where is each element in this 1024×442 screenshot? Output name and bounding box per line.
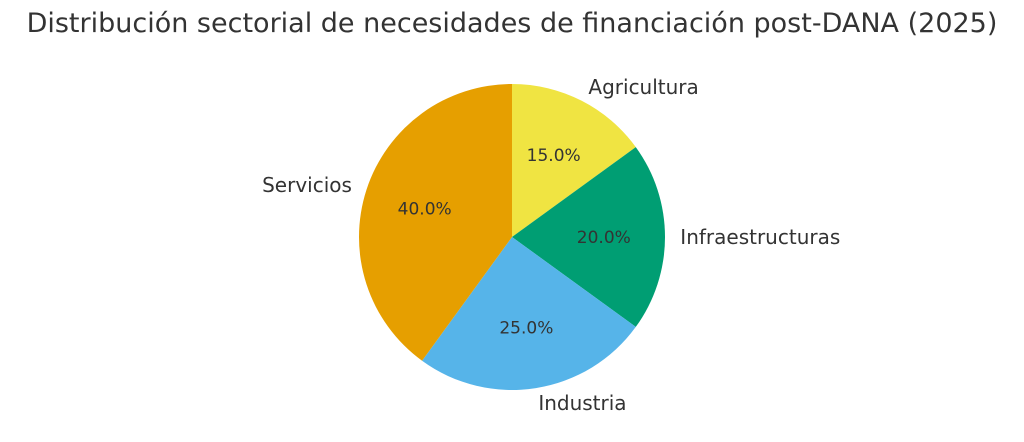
slice-value-label: 15.0% <box>527 146 581 166</box>
slice-label: Servicios <box>262 173 352 197</box>
pie-slice-infraestructuras <box>512 147 665 327</box>
slice-label: Infraestructuras <box>680 225 840 249</box>
chart-title: Distribución sectorial de necesidades de… <box>26 8 998 39</box>
slice-value-label: 40.0% <box>398 200 452 220</box>
pie-slice-agricultura <box>512 84 636 237</box>
slice-value-label: 25.0% <box>499 319 553 339</box>
pie-slice-servicios <box>359 83 512 361</box>
slice-label: Agricultura <box>588 75 698 99</box>
slice-label: Industria <box>538 391 626 415</box>
pie-slice-industria <box>422 237 636 390</box>
slice-value-label: 20.0% <box>577 228 631 248</box>
